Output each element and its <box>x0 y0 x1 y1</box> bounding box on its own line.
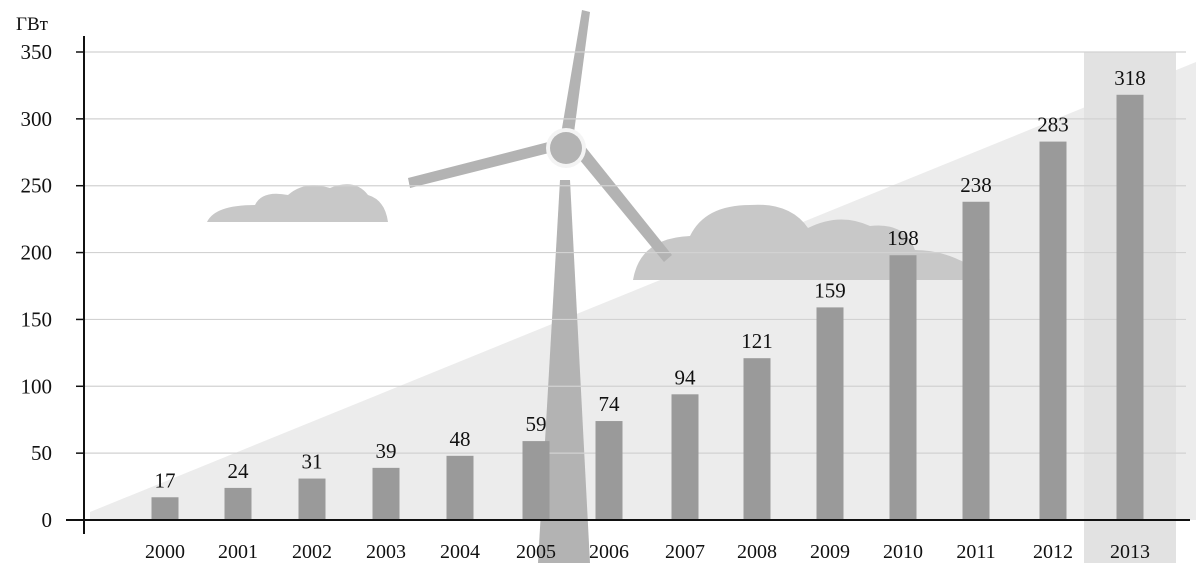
data-label: 238 <box>960 173 992 197</box>
background-decoration <box>90 10 1196 563</box>
x-tick-label: 2001 <box>218 541 258 563</box>
turbine-blade <box>408 140 556 188</box>
y-tick-label: 300 <box>21 107 53 131</box>
y-tick-label: 150 <box>21 307 53 331</box>
data-label: 17 <box>155 468 176 492</box>
bar <box>446 455 474 520</box>
turbine-blade <box>574 144 672 262</box>
data-label: 39 <box>376 439 397 463</box>
y-tick-label: 50 <box>31 441 52 465</box>
bar <box>595 421 623 520</box>
y-tick-label: 350 <box>21 40 53 64</box>
x-tick-label: 2008 <box>737 541 777 563</box>
x-tick-label: 2012 <box>1033 541 1073 563</box>
turbine-tower <box>538 180 590 563</box>
bar <box>1039 141 1067 521</box>
data-label: 74 <box>599 392 621 416</box>
growth-wedge-decoration <box>90 62 1196 520</box>
y-tick-labels: 0 50 100 150 200 250 300 350 <box>21 40 84 532</box>
data-label: 198 <box>887 226 919 250</box>
data-labels: 17 24 31 39 48 59 74 94 121 159 198 238 283 318 <box>155 66 1146 492</box>
x-tick-label: 2002 <box>292 541 332 563</box>
bar <box>816 307 844 520</box>
y-tick-label: 0 <box>42 508 53 532</box>
bar <box>298 478 326 520</box>
bar <box>151 497 179 520</box>
bar <box>224 487 252 520</box>
turbine-hub-center <box>550 132 582 164</box>
y-tick-label: 200 <box>21 241 53 265</box>
x-tick-label: 2005 <box>516 541 556 563</box>
x-tick-label: 2011 <box>956 541 995 563</box>
bar <box>372 467 400 520</box>
y-axis-unit-label: ГВт <box>16 14 49 35</box>
data-label: 283 <box>1037 113 1069 137</box>
x-tick-label: 2000 <box>145 541 185 563</box>
data-label: 94 <box>675 365 697 389</box>
x-tick-label: 2010 <box>883 541 923 563</box>
bars <box>151 94 1144 521</box>
x-tick-label: 2009 <box>810 541 850 563</box>
x-tick-label: 2006 <box>589 541 629 563</box>
x-tick-label: 2004 <box>440 541 480 563</box>
bar <box>1116 94 1144 520</box>
wind-turbine-icon <box>408 10 672 563</box>
data-label: 159 <box>814 278 846 302</box>
x-tick-label: 2003 <box>366 541 406 563</box>
y-tick-label: 100 <box>21 374 53 398</box>
x-tick-label: 2013 <box>1110 541 1150 563</box>
bar <box>671 394 699 520</box>
y-tick-label: 250 <box>21 174 53 198</box>
data-label: 59 <box>526 412 547 436</box>
bar <box>889 255 917 520</box>
bar <box>962 201 990 520</box>
data-label: 318 <box>1114 66 1146 90</box>
turbine-blade <box>560 10 590 140</box>
cloud-icon <box>207 184 388 222</box>
gridlines <box>84 51 1186 454</box>
bar <box>522 441 550 520</box>
x-tick-labels: 2000 2001 2002 2003 2004 2005 2006 2007 2008 2009… <box>145 541 1150 563</box>
data-label: 24 <box>228 459 250 483</box>
data-label: 31 <box>302 450 323 474</box>
x-tick-label: 2007 <box>665 541 705 563</box>
data-label: 48 <box>450 427 471 451</box>
bar <box>743 358 771 520</box>
data-label: 121 <box>741 329 773 353</box>
